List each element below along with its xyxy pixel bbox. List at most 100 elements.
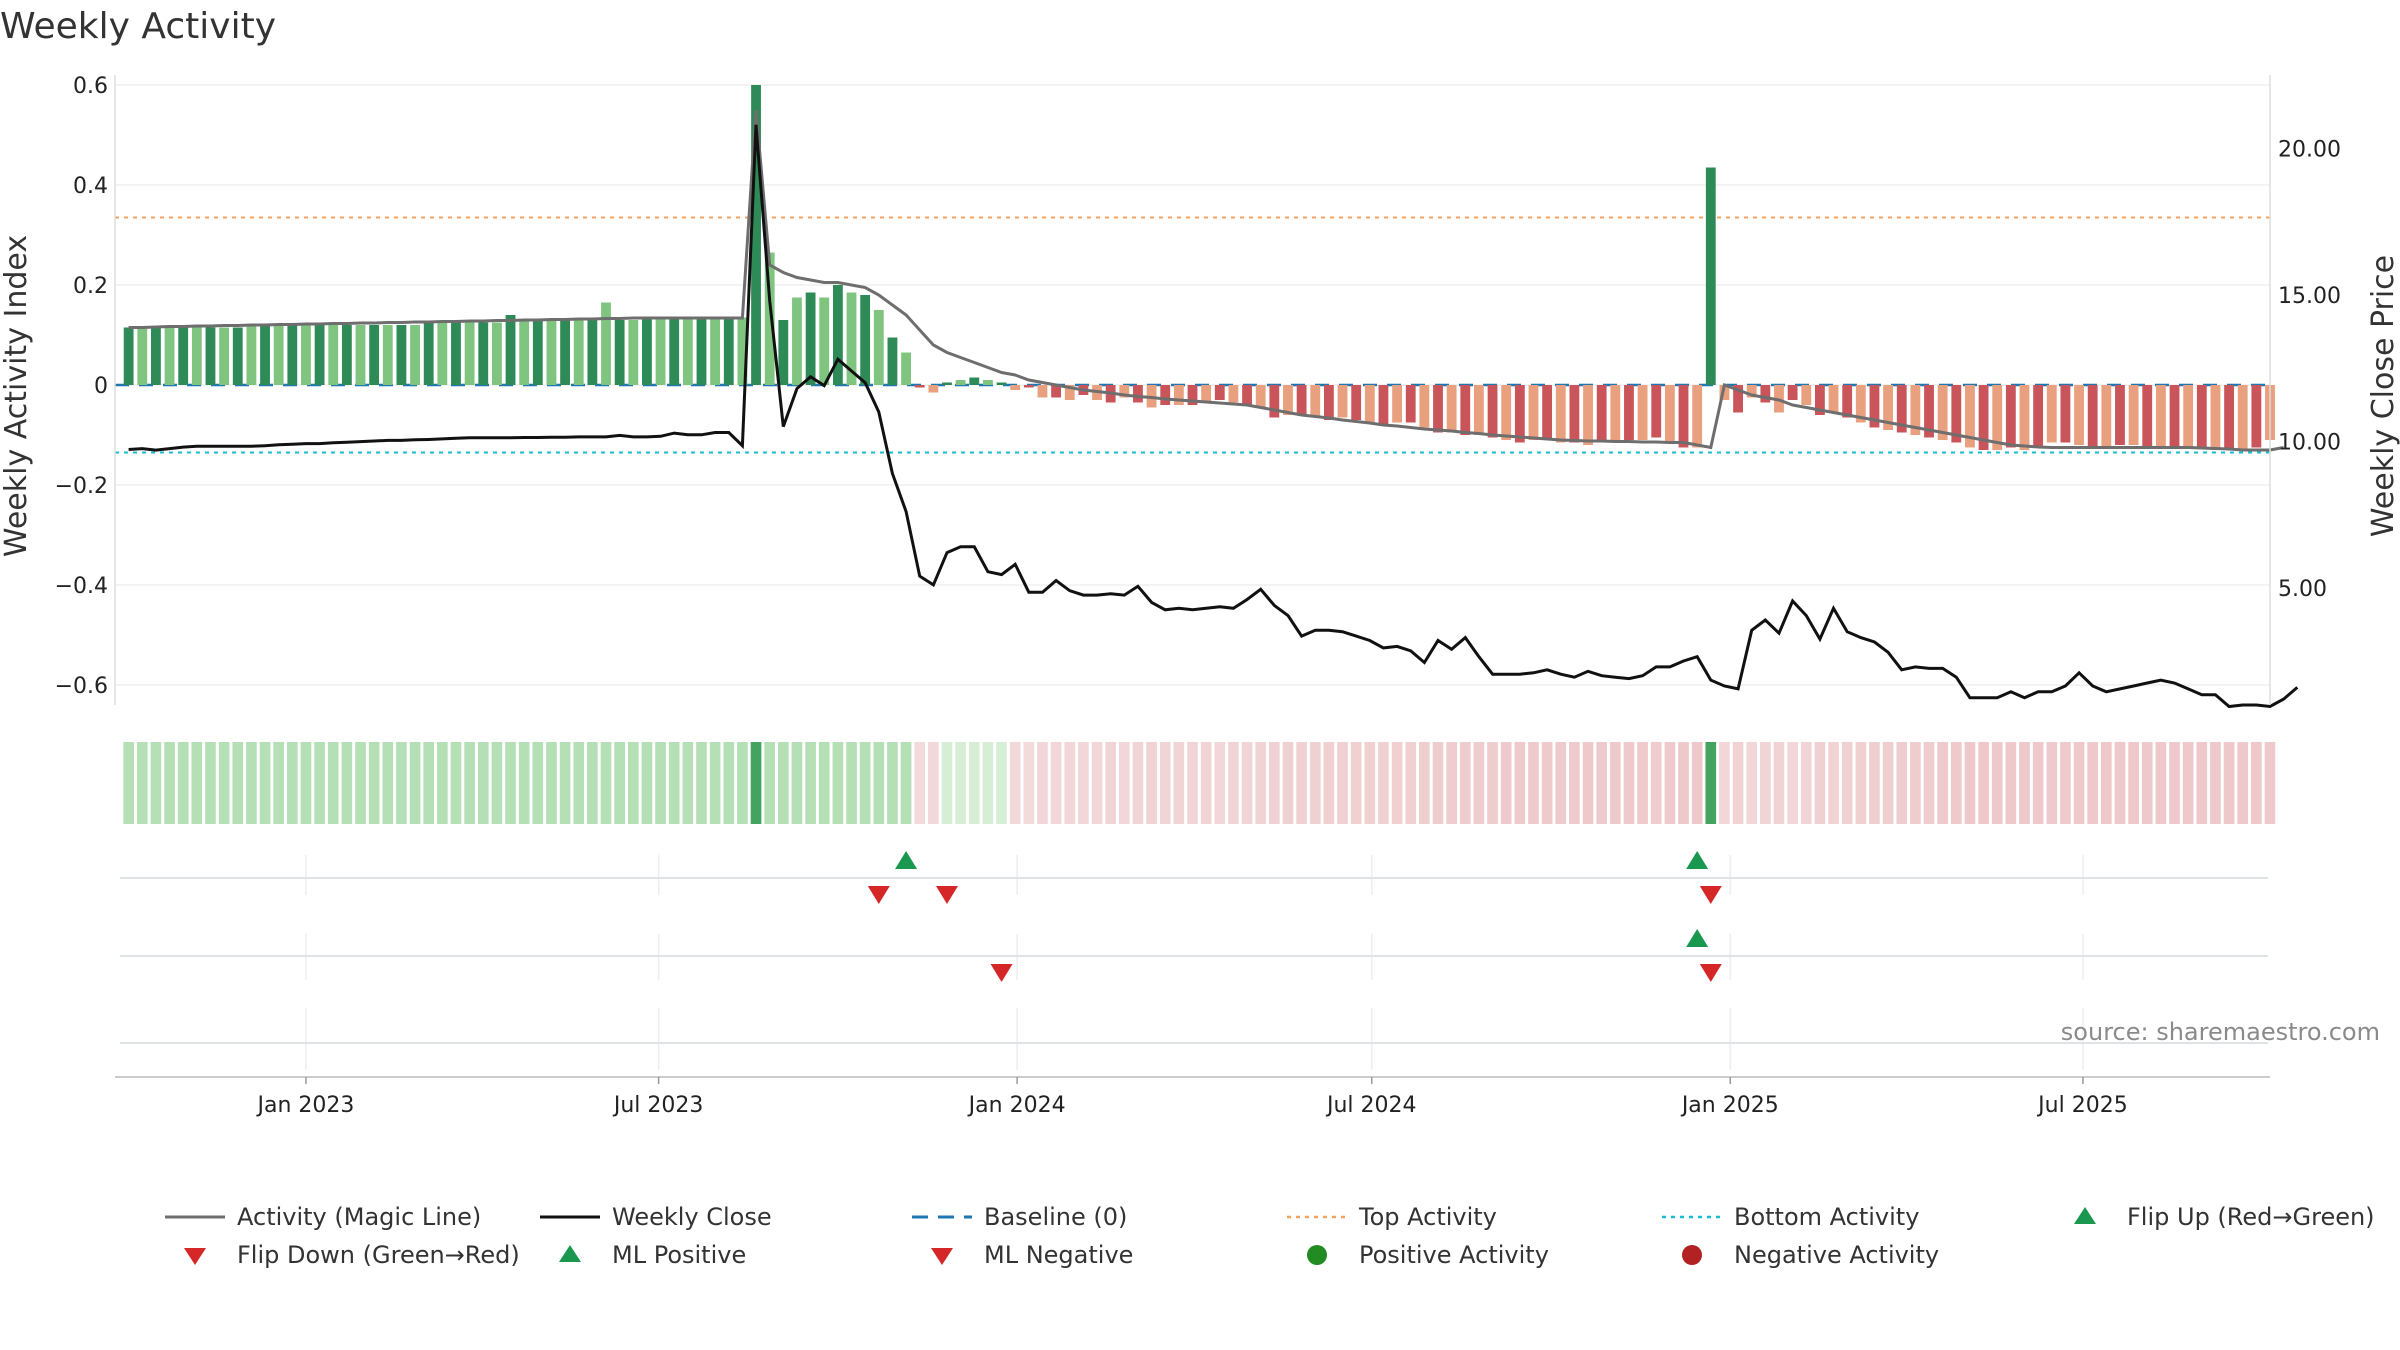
strip-cell [982, 742, 994, 824]
strip-cell [1132, 742, 1144, 824]
strip-cell [1828, 742, 1839, 824]
activity-bar [1378, 385, 1389, 425]
activity-bar [1460, 385, 1471, 435]
strip-cell [355, 742, 366, 824]
strip-cell [218, 742, 230, 824]
strip-cell [136, 742, 148, 824]
strip-cell [1910, 742, 1921, 824]
x-tick-label: Jan 2025 [1680, 1093, 1779, 1118]
activity-bar [573, 320, 584, 385]
activity-bar [723, 317, 734, 385]
activity-bar [396, 325, 407, 385]
strip-cell [791, 742, 803, 824]
strip-cell [1596, 742, 1607, 824]
strip-cell [1037, 742, 1048, 824]
activity-bar [1883, 385, 1894, 430]
activity-bar [1337, 385, 1348, 418]
activity-bar [860, 295, 871, 385]
strip-cell [1664, 742, 1676, 824]
activity-bar [2005, 385, 2016, 448]
activity-bar [2155, 385, 2166, 448]
activity-bar [819, 297, 830, 385]
strip-cell [477, 742, 489, 824]
activity-bar [1133, 385, 1143, 403]
strip-cell [587, 742, 598, 824]
activity-bar [1187, 385, 1198, 405]
activity-bar [1037, 385, 1048, 398]
flip-up-marker [895, 851, 918, 869]
legend-label: Flip Down (Green→Red) [237, 1241, 520, 1269]
y-left-tick-label: 0.2 [73, 274, 108, 299]
strip-cell [1937, 742, 1948, 824]
strip-cell [1528, 742, 1539, 824]
strip-cell [1432, 742, 1444, 824]
strip-cell [1787, 742, 1798, 824]
activity-bar [2019, 385, 2030, 450]
activity-bar [928, 385, 939, 393]
strip-cell [1719, 742, 1730, 824]
activity-bar [2115, 385, 2125, 445]
strip-cell [2046, 742, 2058, 824]
strip-cell [450, 742, 462, 824]
legend: Activity (Magic Line) Weekly Close Baselin… [165, 1203, 2375, 1269]
flip-down-marker [935, 886, 958, 904]
strip-cell [764, 742, 776, 824]
strip-cell [2005, 742, 2017, 824]
activity-bar [451, 322, 461, 385]
activity-bar [546, 320, 557, 385]
strip-cell [1923, 742, 1935, 824]
strip-cell [1705, 742, 1717, 824]
activity-bar [1051, 385, 1062, 398]
activity-bar [1010, 385, 1021, 390]
strip-cell [177, 742, 189, 824]
activity-bar [2046, 385, 2057, 443]
activity-bar [2169, 385, 2180, 448]
activity-bar [601, 302, 611, 385]
strip-cell [1187, 742, 1198, 824]
activity-bar [1392, 385, 1402, 423]
activity-bar [1569, 385, 1580, 443]
activity-bar [1814, 385, 1825, 415]
activity-bar [1501, 385, 1512, 440]
legend-swatch-mlneg [931, 1248, 953, 1265]
strip-cell [818, 742, 830, 824]
strip-cell [1978, 742, 1989, 824]
activity-bar [942, 382, 952, 385]
strip-cell [2141, 742, 2153, 824]
legend-swatch-negact [1682, 1245, 1702, 1265]
strip-cell [573, 742, 585, 824]
strip-cell [805, 742, 816, 824]
activity-bar [1405, 385, 1416, 423]
strip-cell [1118, 742, 1130, 824]
strip-cell [1459, 742, 1471, 824]
strip-cell [1800, 742, 1812, 824]
y-axis-left-label: Weekly Activity Index [0, 235, 34, 557]
x-tick-label: Jan 2023 [255, 1093, 354, 1118]
strip-cell [2114, 742, 2126, 824]
activity-bar [642, 317, 652, 385]
strip-cell [1896, 742, 1908, 824]
strip-cell [859, 742, 871, 824]
activity-bar [1992, 385, 2003, 450]
activity-bar [1487, 385, 1498, 438]
x-tick-label: Jul 2025 [2036, 1093, 2128, 1118]
strip-cell [1323, 742, 1335, 824]
activity-bar [682, 317, 693, 385]
activity-bars [123, 85, 2275, 450]
strip-cell [900, 742, 912, 824]
strip-cell [1473, 742, 1485, 824]
strip-cell [1609, 742, 1621, 824]
strip-cell [1064, 742, 1076, 824]
strip-cell [928, 742, 939, 824]
activity-bar [2101, 385, 2112, 448]
strip-cell [123, 742, 134, 824]
series-lines [128, 109, 2299, 709]
activity-bar [1937, 385, 1948, 440]
legend-label: Flip Up (Red→Green) [2127, 1203, 2375, 1231]
strip-cell [723, 742, 735, 824]
y-right-tick-label: 10.00 [2278, 430, 2341, 455]
activity-bar [1514, 385, 1525, 443]
activity-bar [560, 320, 571, 385]
axes: 0.6 0.4 0.2 0 −0.2 −0.4 −0.6 20.00 15.00 10.00 5.0… [55, 74, 2341, 705]
strip-cell [887, 742, 898, 824]
